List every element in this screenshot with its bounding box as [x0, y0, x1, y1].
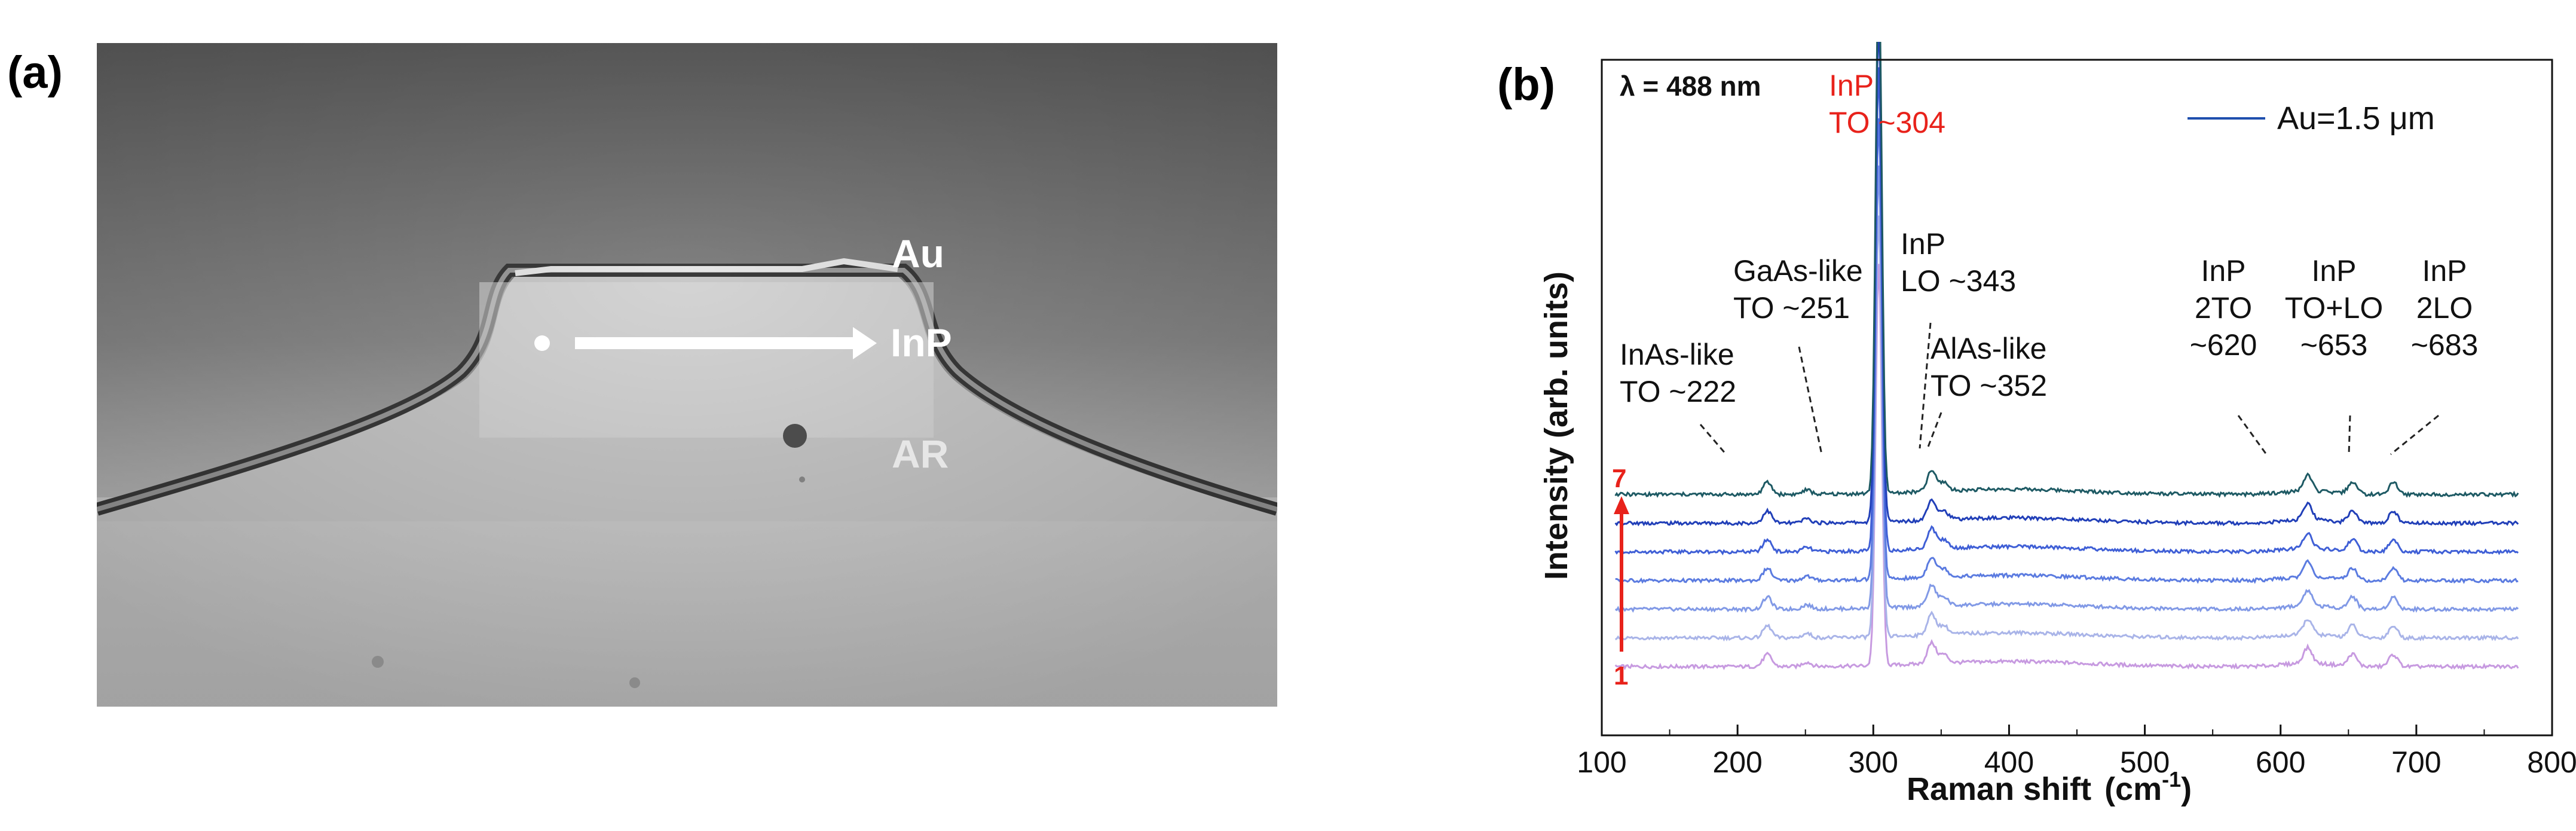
panel-a-label: (a) — [7, 47, 63, 98]
panel-b-label: (b) — [1497, 59, 1556, 110]
peak-annotation: InP — [1901, 227, 1945, 261]
x-tick-label: 700 — [2391, 746, 2441, 779]
peak-annotation: InP — [2311, 254, 2356, 288]
peak-annotation: ~683 — [2411, 328, 2479, 362]
peak-annotation: InP — [2422, 254, 2467, 288]
annotation-leader — [1926, 412, 1942, 449]
x-tick-label: 800 — [2527, 746, 2576, 779]
x-axis-unit: (cm — [2104, 771, 2162, 807]
excitation-label: λ = 488 nm — [1620, 71, 1761, 102]
peak-annotation: 2TO — [2195, 291, 2252, 325]
peak-annotation: LO ~343 — [1901, 264, 2016, 298]
legend-label: Au=1.5 μm — [2277, 100, 2435, 136]
spectrum-line — [1614, 165, 2519, 613]
peak-annotation: ~620 — [2190, 328, 2257, 362]
x-tick-label: 400 — [1984, 746, 2034, 779]
x-axis-unit-sup: -1 — [2162, 767, 2181, 792]
peak-annotation: AlAs-like — [1931, 332, 2046, 365]
annotation-leader — [2237, 415, 2268, 455]
y-axis-label: Intensity (arb. units) — [1538, 271, 1574, 580]
peak-annotation: TO ~251 — [1733, 291, 1850, 325]
x-tick-label: 300 — [1849, 746, 1898, 779]
x-axis-label-text: Raman shift — [1907, 771, 2091, 807]
label-au: Au — [892, 231, 944, 276]
peak-annotation: InP — [2201, 254, 2245, 288]
peak-annotation: TO ~222 — [1620, 375, 1736, 408]
x-tick-label: 200 — [1712, 746, 1762, 779]
series-order-bottom: 1 — [1614, 661, 1628, 691]
peak-annotation: TO+LO — [2285, 291, 2383, 325]
label-ar: AR — [892, 432, 949, 476]
spectrum-line — [1614, 264, 2519, 671]
peak-annotation: InP — [1829, 69, 1874, 102]
annotation-leader — [1919, 322, 1932, 449]
x-tick-label: 100 — [1577, 746, 1626, 779]
series-order-indicator: 7 1 — [1612, 464, 1629, 691]
micrograph-image: Au InP AR — [97, 43, 1277, 707]
series-order-top: 7 — [1612, 464, 1626, 493]
spectrum-line — [1614, 42, 2519, 527]
legend: Au=1.5 μm — [2188, 100, 2435, 136]
peak-annotation: ~653 — [2300, 328, 2368, 362]
series-order-arrow-head — [1614, 496, 1629, 514]
peak-annotation: InAs-like — [1620, 338, 1734, 371]
annotation-leader — [2390, 414, 2439, 456]
peak-annotation: TO ~352 — [1931, 369, 2047, 402]
x-axis-label: Raman shift (cm-1) — [1907, 767, 2192, 807]
annotation-leader — [1699, 424, 1727, 455]
annotation-leader — [2348, 415, 2351, 455]
x-axis-unit-close: ) — [2181, 771, 2192, 807]
peak-annotation: TO ~304 — [1829, 106, 1945, 139]
label-inp: InP — [891, 320, 952, 365]
peak-annotation: GaAs-like — [1733, 254, 1863, 288]
x-tick-label: 600 — [2256, 746, 2305, 779]
annotation-leader — [1798, 346, 1823, 455]
spectrum-line — [1614, 215, 2519, 642]
x-tick-label: 500 — [2120, 746, 2170, 779]
spectrum-line — [1614, 42, 2519, 498]
peak-annotation: 2LO — [2416, 291, 2473, 325]
spectrum-line — [1614, 67, 2519, 555]
spectrum-line — [1615, 118, 2519, 584]
